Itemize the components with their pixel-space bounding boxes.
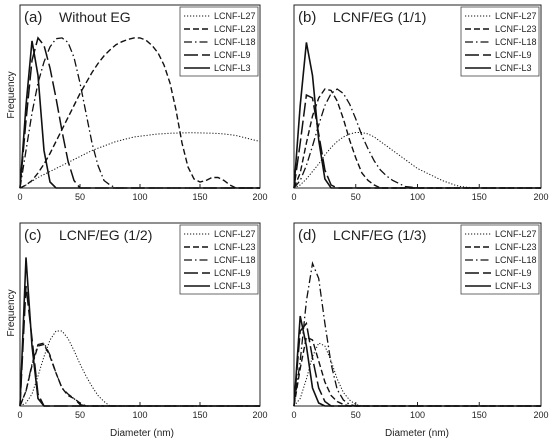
panel-d-title: LCNF/EG (1/3) [333,227,426,243]
panel-d-series-lcnf-l3 [293,315,541,407]
panel-a-xtick-label-100: 100 [132,192,147,202]
panel-b-series-lcnf-l23 [293,88,541,189]
panel-b-title: LCNF/EG (1/1) [333,9,426,25]
panel-a-series-lcnf-l23 [19,37,260,189]
panel-a-legend-label-lcnf-l23: LCNF-L23 [214,24,256,34]
panel-c-series-lcnf-l23 [19,343,260,407]
panel-b-legend-label-lcnf-l23: LCNF-L23 [495,24,537,34]
panel-b-xtick-label-200: 200 [533,192,548,202]
panel-d-legend-label-lcnf-l9: LCNF-L9 [495,268,532,278]
panel-b-legend-label-lcnf-l3: LCNF-L3 [495,63,532,73]
panel-b-series-lcnf-l9 [293,93,541,189]
panel-a-legend-label-lcnf-l3: LCNF-L3 [214,63,251,73]
panel-d-legend-label-lcnf-l27: LCNF-L27 [495,229,537,239]
panel-a-xtick-label-200: 200 [252,192,267,202]
panel-b-xtick-label-0: 0 [291,192,296,202]
panel-c-xtick-label-200: 200 [252,410,267,420]
panel-b-xtick-label-50: 50 [351,192,361,202]
panel-a-legend-label-lcnf-l18: LCNF-L18 [214,37,256,47]
panel-a-xtick-label-50: 50 [75,192,85,202]
x-axis-title-right: Diameter (nm) [385,428,449,439]
panel-d-legend [460,224,540,295]
panel-d-xtick-label-200: 200 [533,410,548,420]
panel-d-series-lcnf-l9 [293,321,541,407]
panel-d-series-lcnf-l27 [293,342,541,407]
panel-d-xtick-label-0: 0 [291,410,296,420]
panel-b-label: (b) [298,9,316,26]
panel-d-xtick-label-50: 50 [351,410,361,420]
panel-b-xtick-label-150: 150 [472,192,487,202]
panel-d-xtick-label-100: 100 [410,410,425,420]
panel-a-xtick-label-150: 150 [192,192,207,202]
panel-b-series-lcnf-l18 [293,88,541,189]
panel-c-legend [179,224,259,295]
panel-b-legend [460,6,540,77]
panel-c-series-lcnf-l9 [19,285,260,407]
y-axis-title-bottom: Frequency [6,289,17,336]
panel-c-xtick-label-50: 50 [75,410,85,420]
panel-b-series-lcnf-l27 [293,132,541,189]
panel-c-legend-label-lcnf-l3: LCNF-L3 [214,281,251,291]
panel-c-xtick-label-100: 100 [132,410,147,420]
panel-a-series-lcnf-l3 [19,40,260,189]
panel-a-title: Without EG [59,9,131,25]
panel-c-legend-label-lcnf-l23: LCNF-L23 [214,242,256,252]
panel-a: (a) Without EG 0 50 100 150 200 LCNF-L27 LCNF-… [17,4,268,202]
panel-c-legend-label-lcnf-l9: LCNF-L9 [214,268,251,278]
y-axis-title-top: Frequency [6,71,17,118]
panel-d-legend-label-lcnf-l23: LCNF-L23 [495,242,537,252]
panel-b: (b) LCNF/EG (1/1) 0 50 100 150 200 LCNF-L27 LC… [291,4,549,202]
panel-d: (d) LCNF/EG (1/3) 0 50 100 150 200 LCNF-L27 LC… [291,222,549,420]
panel-c-legend-label-lcnf-l27: LCNF-L27 [214,229,256,239]
panel-c-title: LCNF/EG (1/2) [59,227,152,243]
panel-c-xtick-label-150: 150 [192,410,207,420]
panel-b-series-lcnf-l3 [293,42,541,189]
panel-b-legend-label-lcnf-l27: LCNF-L27 [495,11,537,21]
panel-c-label: (c) [24,227,42,244]
panel-a-xtick-label-0: 0 [17,192,22,202]
panel-c-legend-label-lcnf-l18: LCNF-L18 [214,255,256,265]
panel-c-series-lcnf-l3 [19,257,260,407]
panel-c-series-lcnf-l18 [19,342,260,407]
panel-d-label: (d) [298,227,316,244]
panel-b-legend-label-lcnf-l9: LCNF-L9 [495,50,532,60]
panel-a-legend-label-lcnf-l9: LCNF-L9 [214,50,251,60]
panel-c-series-lcnf-l27 [19,330,260,407]
panel-c-xtick-label-0: 0 [17,410,22,420]
panel-d-xtick-label-150: 150 [472,410,487,420]
panel-a-series-lcnf-l27 [19,132,261,189]
panel-a-label: (a) [24,9,42,26]
x-axis-title-left: Diameter (nm) [110,428,174,439]
panel-d-legend-label-lcnf-l18: LCNF-L18 [495,255,537,265]
panel-d-series-lcnf-l23 [293,335,541,407]
panel-a-legend-label-lcnf-l27: LCNF-L27 [214,11,256,21]
panel-a-legend [179,6,259,77]
panel-d-legend-label-lcnf-l3: LCNF-L3 [495,281,532,291]
panel-c: (c) LCNF/EG (1/2) 0 50 100 150 200 LCNF-L27 LC… [17,222,268,420]
panel-b-xtick-label-100: 100 [410,192,425,202]
panel-b-legend-label-lcnf-l18: LCNF-L18 [495,37,537,47]
